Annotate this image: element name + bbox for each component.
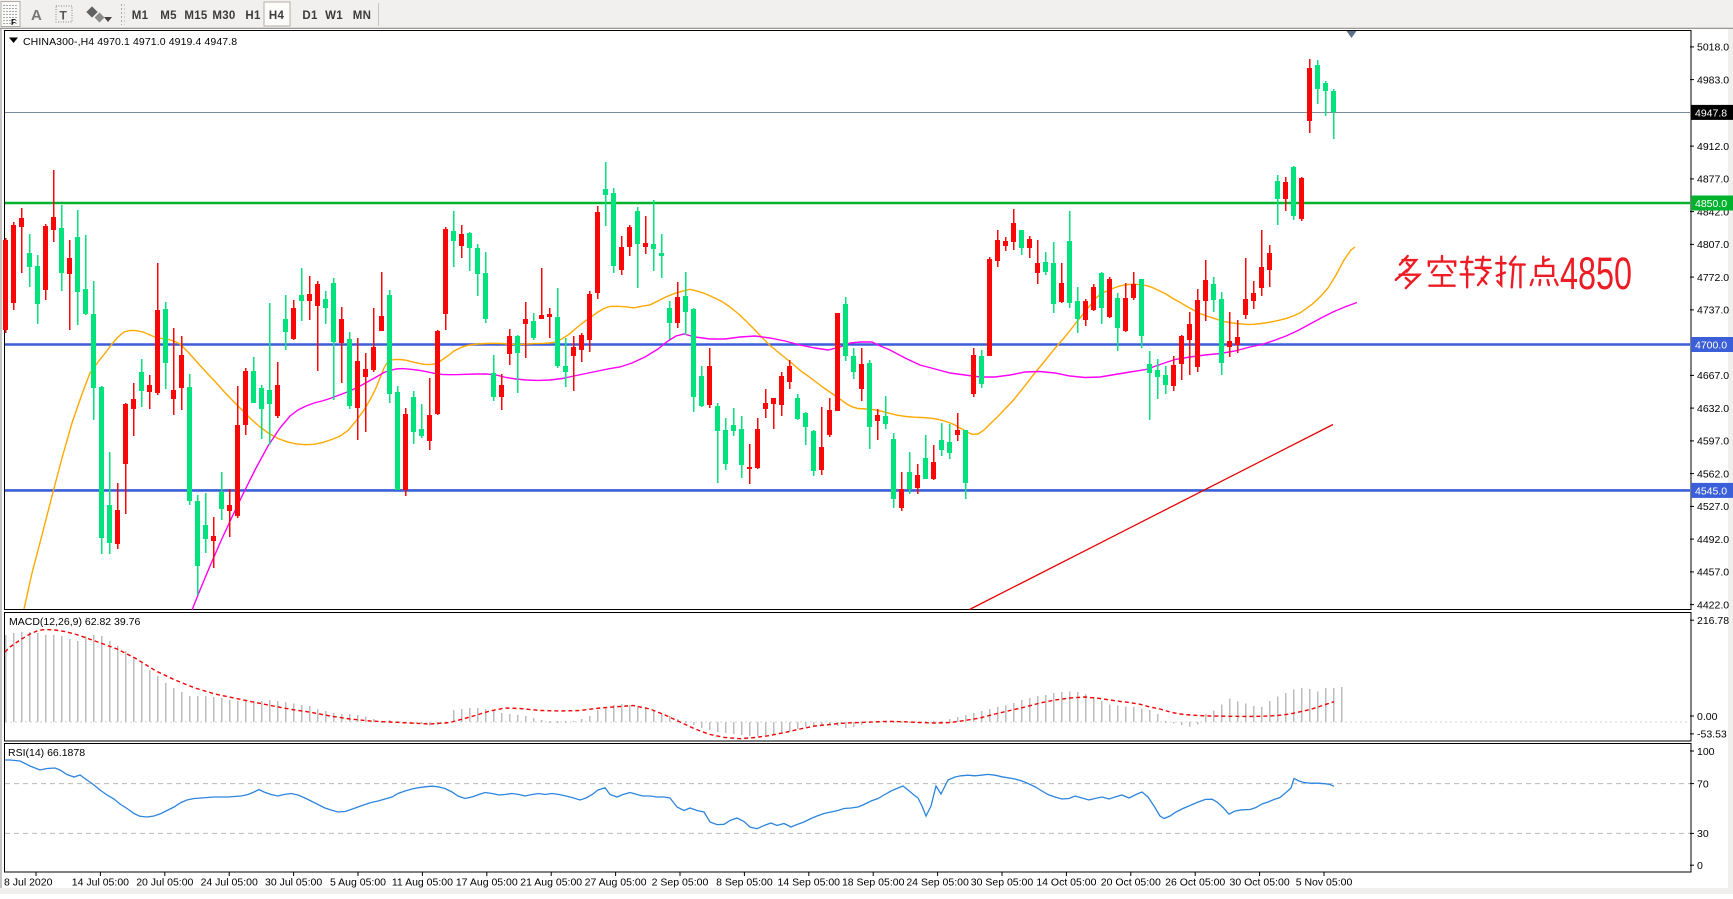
svg-text:14 Sep 05:00: 14 Sep 05:00 [778,877,841,889]
svg-text:4737.0: 4737.0 [1697,305,1729,317]
svg-text:H1: H1 [245,10,261,22]
svg-text:4947.8: 4947.8 [1695,107,1727,119]
svg-text:216.78: 216.78 [1697,615,1729,627]
svg-text:M30: M30 [212,10,235,22]
svg-text:5018.0: 5018.0 [1697,42,1729,54]
svg-text:4562.0: 4562.0 [1697,468,1729,480]
svg-text:4457.0: 4457.0 [1697,567,1729,579]
svg-text:21 Aug 05:00: 21 Aug 05:00 [520,877,582,889]
svg-text:30 Oct 05:00: 30 Oct 05:00 [1230,877,1290,889]
svg-text:-53.53: -53.53 [1697,729,1727,741]
svg-text:5 Nov 05:00: 5 Nov 05:00 [1296,877,1353,889]
svg-text:24 Sep 05:00: 24 Sep 05:00 [906,877,969,889]
svg-text:W1: W1 [325,10,343,22]
svg-text:RSI(14) 66.1878: RSI(14) 66.1878 [8,747,85,759]
svg-text:CHINA300-,H4 4970.1 4971.0 49: CHINA300-,H4 4970.1 4971.0 4919.4 4947.8 [23,36,237,48]
svg-text:5 Aug 05:00: 5 Aug 05:00 [330,877,386,889]
svg-text:T: T [60,9,68,23]
svg-text:4700.0: 4700.0 [1695,340,1727,352]
svg-text:4632.0: 4632.0 [1697,403,1729,415]
svg-text:4983.0: 4983.0 [1697,74,1729,86]
svg-text:0: 0 [1697,860,1703,872]
svg-text:4492.0: 4492.0 [1697,534,1729,546]
svg-text:70: 70 [1697,778,1709,790]
svg-text:MACD(12,26,9) 62.82 39.76: MACD(12,26,9) 62.82 39.76 [9,616,140,628]
svg-text:M5: M5 [160,10,177,22]
svg-text:4912.0: 4912.0 [1697,141,1729,153]
svg-text:24 Jul 05:00: 24 Jul 05:00 [201,877,258,889]
svg-text:4877.0: 4877.0 [1697,174,1729,186]
svg-text:11 Aug 05:00: 11 Aug 05:00 [392,877,453,889]
svg-text:M1: M1 [132,10,149,22]
svg-text:20 Jul 05:00: 20 Jul 05:00 [136,877,193,889]
svg-text:4850.0: 4850.0 [1695,198,1727,210]
svg-text:8 Jul 2020: 8 Jul 2020 [4,877,53,889]
svg-text:20 Oct 05:00: 20 Oct 05:00 [1101,877,1161,889]
svg-text:0.00: 0.00 [1697,711,1718,723]
svg-text:F: F [11,18,16,27]
svg-text:A: A [31,7,42,24]
svg-text:4850: 4850 [1560,248,1632,299]
svg-text:14 Jul 05:00: 14 Jul 05:00 [72,877,129,889]
svg-text:26 Oct 05:00: 26 Oct 05:00 [1165,877,1225,889]
svg-text:8 Sep 05:00: 8 Sep 05:00 [716,877,773,889]
svg-text:14 Oct 05:00: 14 Oct 05:00 [1036,877,1096,889]
svg-text:4772.0: 4772.0 [1697,272,1729,284]
svg-text:D1: D1 [302,10,318,22]
svg-text:4545.0: 4545.0 [1695,485,1727,497]
svg-text:4422.0: 4422.0 [1697,599,1729,611]
svg-text:30 Sep 05:00: 30 Sep 05:00 [971,877,1034,889]
svg-text:17 Aug 05:00: 17 Aug 05:00 [456,877,518,889]
svg-text:2 Sep 05:00: 2 Sep 05:00 [652,877,709,889]
svg-text:4527.0: 4527.0 [1697,501,1729,513]
svg-text:27 Aug 05:00: 27 Aug 05:00 [585,877,647,889]
svg-text:4597.0: 4597.0 [1697,436,1729,448]
svg-text:H4: H4 [269,10,285,22]
svg-text:4807.0: 4807.0 [1697,239,1729,251]
svg-text:M15: M15 [184,10,208,22]
svg-text:4667.0: 4667.0 [1697,370,1729,382]
svg-text:MN: MN [353,10,372,22]
svg-text:30 Jul 05:00: 30 Jul 05:00 [265,877,322,889]
svg-text:100: 100 [1697,746,1715,758]
svg-text:30: 30 [1697,828,1709,840]
svg-text:18 Sep 05:00: 18 Sep 05:00 [842,877,905,889]
